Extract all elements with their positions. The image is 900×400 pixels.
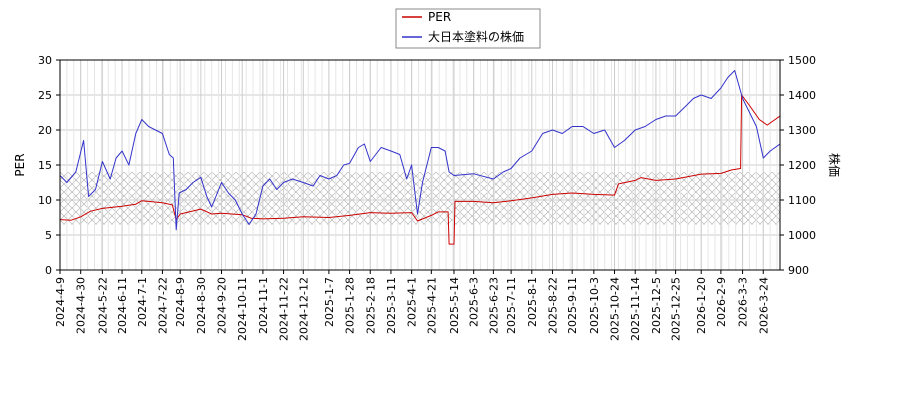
x-tick-label: 2025-4-21 (425, 277, 438, 334)
x-tick-label: 2024-11-22 (278, 277, 291, 341)
x-tick-label: 2025-12-5 (650, 277, 663, 334)
x-tick-label: 2024-11-1 (257, 277, 270, 334)
y-left-tick-label: 20 (38, 124, 52, 137)
x-tick-label: 2025-10-3 (588, 277, 601, 334)
x-tick-label: 2025-4-1 (406, 277, 419, 327)
y-right-tick-label: 1300 (788, 124, 816, 137)
x-tick-label: 2024-6-11 (116, 277, 129, 334)
y-right-tick-label: 1100 (788, 194, 816, 207)
series-line-price (60, 70, 780, 231)
x-tick-label: 2026-3-3 (737, 277, 750, 327)
series-line-per (60, 94, 780, 245)
x-tick-label: 2024-4-9 (54, 277, 67, 327)
x-tick-label: 2026-3-24 (757, 277, 770, 334)
x-tick-label: 2025-7-11 (505, 277, 518, 334)
x-tick-label: 2025-6-3 (468, 277, 481, 327)
x-tick-label: 2025-10-24 (609, 277, 622, 341)
x-tick-label: 2025-1-28 (344, 277, 357, 334)
y-axis-left-label: PER (13, 153, 27, 176)
x-tick-label: 2025-2-18 (364, 277, 377, 334)
y-left-tick-label: 30 (38, 54, 52, 67)
x-tick-label: 2025-3-11 (385, 277, 398, 334)
x-tick-label: 2024-9-20 (216, 277, 229, 334)
legend-box (395, 8, 541, 49)
x-tick-label: 2024-8-30 (195, 277, 208, 334)
legend-label-per: PER (428, 10, 451, 24)
x-tick-label: 2025-11-14 (629, 277, 642, 341)
x-tick-label: 2025-5-14 (448, 277, 461, 334)
x-tick-label: 2025-9-11 (566, 277, 579, 334)
x-tick-label: 2025-8-1 (526, 277, 539, 327)
y-left-tick-label: 0 (45, 264, 52, 277)
y-left-tick-label: 25 (38, 89, 52, 102)
y-right-tick-label: 1500 (788, 54, 816, 67)
x-tick-label: 2024-10-11 (236, 277, 249, 341)
y-right-tick-label: 1200 (788, 159, 816, 172)
x-tick-label: 2025-8-22 (546, 277, 559, 334)
y-right-tick-label: 900 (788, 264, 809, 277)
x-tick-label: 2025-12-25 (670, 277, 683, 341)
x-tick-label: 2024-8-9 (174, 277, 187, 327)
y-axis-right-label: 株価 (827, 153, 842, 177)
x-tick-label: 2024-4-30 (75, 277, 88, 334)
y-left-tick-label: 10 (38, 194, 52, 207)
x-tick-label: 2026-2-9 (715, 277, 728, 327)
y-right-tick-label: 1000 (788, 229, 816, 242)
y-right-tick-label: 1400 (788, 89, 816, 102)
x-tick-label: 2024-7-1 (136, 277, 149, 327)
x-tick-label: 2025-6-23 (487, 277, 500, 334)
x-tick-label: 2024-12-12 (297, 277, 310, 341)
y-left-tick-label: 15 (38, 159, 52, 172)
legend-label-price: 大日本塗料の株価 (428, 29, 524, 44)
x-tick-label: 2024-7-22 (156, 277, 169, 334)
y-left-tick-label: 5 (45, 229, 52, 242)
x-tick-label: 2024-5-22 (96, 277, 109, 334)
x-tick-label: 2025-1-7 (323, 277, 336, 327)
x-tick-label: 2026-1-20 (695, 277, 708, 334)
legend: PER 大日本塗料の株価 (395, 8, 541, 49)
